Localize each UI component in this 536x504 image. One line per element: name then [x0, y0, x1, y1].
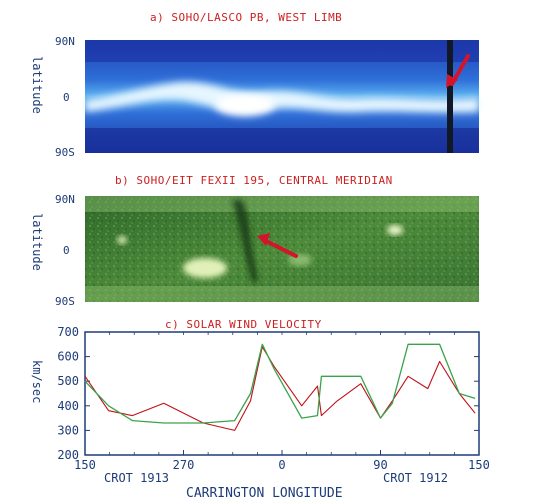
panel-b-north-limb: [85, 196, 479, 212]
y-tick-label: 400: [57, 399, 79, 413]
x-tick-label: 270: [173, 458, 195, 472]
panel-a-arrow: [446, 54, 470, 88]
panel-b-tick-0: 0: [63, 244, 70, 257]
panel-a-bright-core: [215, 94, 275, 116]
panel-a-image: [85, 40, 479, 153]
panel-b-south-limb: [85, 286, 479, 302]
chart-frame: [84, 331, 480, 456]
x-tick-label: 0: [278, 458, 285, 472]
panel-a-bottom-band: [85, 128, 479, 153]
chart-series: [84, 343, 476, 431]
x-tick-label: 90: [373, 458, 387, 472]
panel-a-tick-90s: 90S: [55, 146, 75, 159]
y-tick-label: 500: [57, 374, 79, 388]
panel-b-tick-90n: 90N: [55, 193, 75, 206]
rotation-label-1912: CROT 1912: [383, 471, 449, 485]
y-tick-label: 700: [57, 325, 79, 339]
panel-a-tick-90n: 90N: [55, 35, 75, 48]
y-tick-label: 200: [57, 448, 79, 462]
panel-b-coronal-hole: [232, 200, 258, 282]
panel-b-arrow: [257, 233, 298, 258]
panel-a-tick-0: 0: [63, 91, 70, 104]
chart-axes: 200 300 400 500 600 700 150 270 0 90 150: [57, 325, 490, 472]
panel-b-title: b) SOHO/EIT FEXII 195, CENTRAL MERIDIAN: [115, 174, 393, 187]
rotation-label-1913: CROT 1913: [104, 471, 170, 485]
chart-xlabel: CARRINGTON LONGITUDE: [186, 486, 343, 501]
panel-a-title: a) SOHO/LASCO PB, WEST LIMB: [150, 11, 343, 24]
panel-b-active-region-2: [387, 225, 403, 235]
panel-a-top-band: [85, 40, 479, 62]
y-tick-label: 600: [57, 350, 79, 364]
velocity-series-measured: [84, 346, 476, 431]
panel-a-occulter-gap: [447, 40, 453, 153]
panel-b-active-region-3: [117, 236, 127, 244]
panel-b-active-region-1: [183, 258, 227, 278]
y-tick-label: 300: [57, 423, 79, 437]
panel-b-image: [85, 196, 479, 302]
velocity-series-model: [84, 343, 476, 424]
panel-b-tick-90s: 90S: [55, 295, 75, 308]
x-tick-label: 150: [74, 458, 96, 472]
panel-c-title: c) SOLAR WIND VELOCITY: [165, 318, 322, 331]
panel-a-streamer: [85, 81, 479, 113]
x-tick-label: 150: [468, 458, 490, 472]
